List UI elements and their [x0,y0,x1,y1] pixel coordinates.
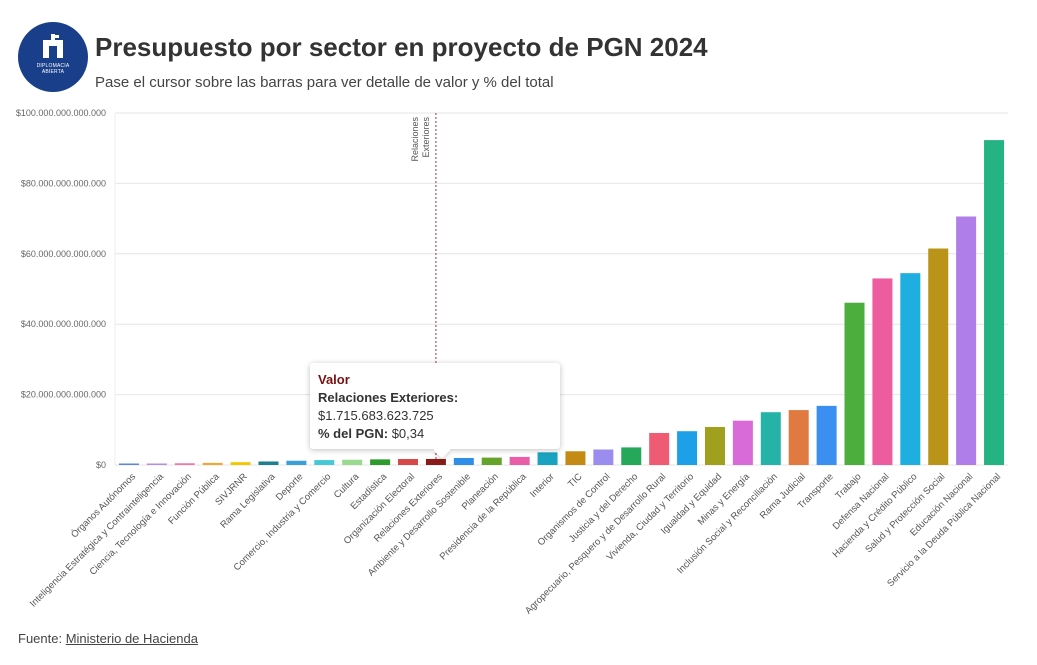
bar [621,447,642,465]
bar [314,460,335,465]
bar [118,463,139,465]
chart-subtitle: Pase el cursor sobre las barras para ver… [95,74,554,91]
highlight-label: Relaciones [410,117,420,162]
source-note: Fuente: Ministerio de Hacienda [18,631,198,646]
x-tick-label: Ciencia, Tecnología e Innovación [88,471,194,577]
bars [118,140,1005,465]
bar [593,449,614,465]
bar [816,405,837,465]
logo-text: DIPLOMACIA ABIERTA [37,63,70,75]
bar [649,432,670,465]
bar [453,457,474,465]
bar [928,248,949,465]
bar-tooltip: Valor Relaciones Exteriores: $1.715.683.… [310,363,560,449]
logo-text-line1: DIPLOMACIA [36,62,70,69]
bar [900,273,921,465]
bar [732,420,753,465]
building-icon [43,33,63,58]
bar [370,459,391,465]
y-tick-label: $100.000.000.000.000 [16,108,106,118]
bar [788,410,809,465]
bar [537,452,558,465]
tooltip-sector: Relaciones Exteriores: [318,390,459,405]
y-tick-label: $80.000.000.000.000 [21,178,106,188]
bar [565,451,586,465]
bar [844,302,865,465]
y-axis-ticks: $0 $20.000.000.000.000 $40.000.000.000.000… [16,108,106,470]
bar [425,458,446,465]
bar [342,459,363,465]
chart-title: Presupuesto por sector en proyecto de PG… [95,32,708,62]
highlight-label: Exteriores [421,117,431,158]
y-tick-label: $20.000.000.000.000 [21,390,106,400]
logo-text-line2: ABIERTA [41,68,65,75]
logo: DIPLOMACIA ABIERTA [18,22,88,92]
bar [677,431,698,465]
bar [956,216,977,465]
source-link[interactable]: Ministerio de Hacienda [65,631,198,646]
bar [174,463,195,465]
bar [984,140,1005,465]
tooltip-heading: Valor [318,372,350,387]
bar [230,462,251,465]
bar [146,463,167,465]
bar [704,426,725,465]
bar [398,459,419,465]
bar [286,460,307,465]
x-tick-label: TIC [566,471,585,490]
x-tick-label: Interior [528,471,557,500]
x-tick-label: Inteligencia Estratégica y Contraintelig… [28,471,167,610]
bar [509,456,530,465]
tooltip-value: $1.715.683.623.725 [318,408,434,423]
bar [872,278,893,465]
y-tick-label: $40.000.000.000.000 [21,319,106,329]
tooltip-pct-label: % del PGN: [318,426,389,441]
y-tick-label: $0 [96,460,106,470]
y-tick-label: $60.000.000.000.000 [21,249,106,259]
tooltip-pct-value: $0,34 [391,426,425,441]
bar [202,462,223,465]
source-label: Fuente: [18,631,63,646]
bar [481,457,502,465]
x-tick-label: Ambiente y Desarrollo Sostenible [366,471,473,578]
bar [760,412,781,465]
bar [258,461,279,465]
